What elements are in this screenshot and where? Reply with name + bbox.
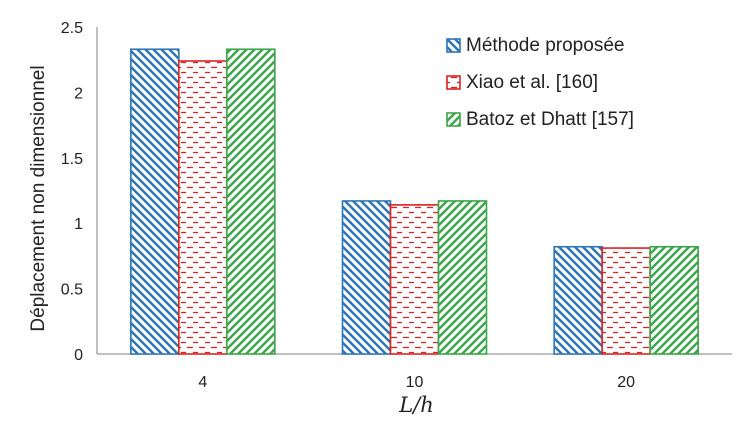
bar-3-10 (437, 200, 488, 355)
y-tick-label: 1.5 (61, 151, 83, 168)
bar-1-4 (130, 48, 180, 355)
y-tick-label: 0.5 (61, 282, 83, 299)
legend-swatch-3 (446, 112, 461, 127)
bar-3-4 (226, 48, 276, 355)
x-axis-label: L/h (398, 393, 434, 417)
legend-swatch-1 (446, 38, 461, 53)
x-tick-label: 20 (617, 374, 635, 391)
legend-entry-3: Batoz et Dhatt [157] (466, 109, 634, 130)
legend: Méthode proposée Xiao et al. [160] Batoz e… (446, 35, 634, 130)
y-tick-label: 1 (74, 216, 83, 233)
bar-3-20 (649, 245, 699, 355)
x-tick-labels: 4 10 20 (198, 374, 635, 391)
bar-2-4 (178, 60, 228, 355)
y-axis-label: Déplacement non dimensionnel (28, 65, 49, 331)
bar-2-10 (389, 204, 440, 355)
legend-entry-1: Méthode proposée (466, 35, 624, 56)
bar-2-20 (601, 247, 651, 355)
bars (130, 48, 699, 355)
bar-1-20 (553, 245, 603, 355)
x-tick-label: 10 (406, 374, 424, 391)
y-tick-label: 2.5 (61, 20, 83, 37)
legend-entry-2: Xiao et al. [160] (466, 72, 598, 93)
legend-swatch-2 (446, 75, 461, 90)
y-tick-label: 0 (74, 347, 83, 364)
bar-1-10 (341, 200, 392, 355)
y-tick-label: 2 (74, 85, 83, 102)
x-tick-label: 4 (198, 374, 207, 391)
y-tick-labels: 0 0.5 1 1.5 2 2.5 (61, 20, 83, 364)
